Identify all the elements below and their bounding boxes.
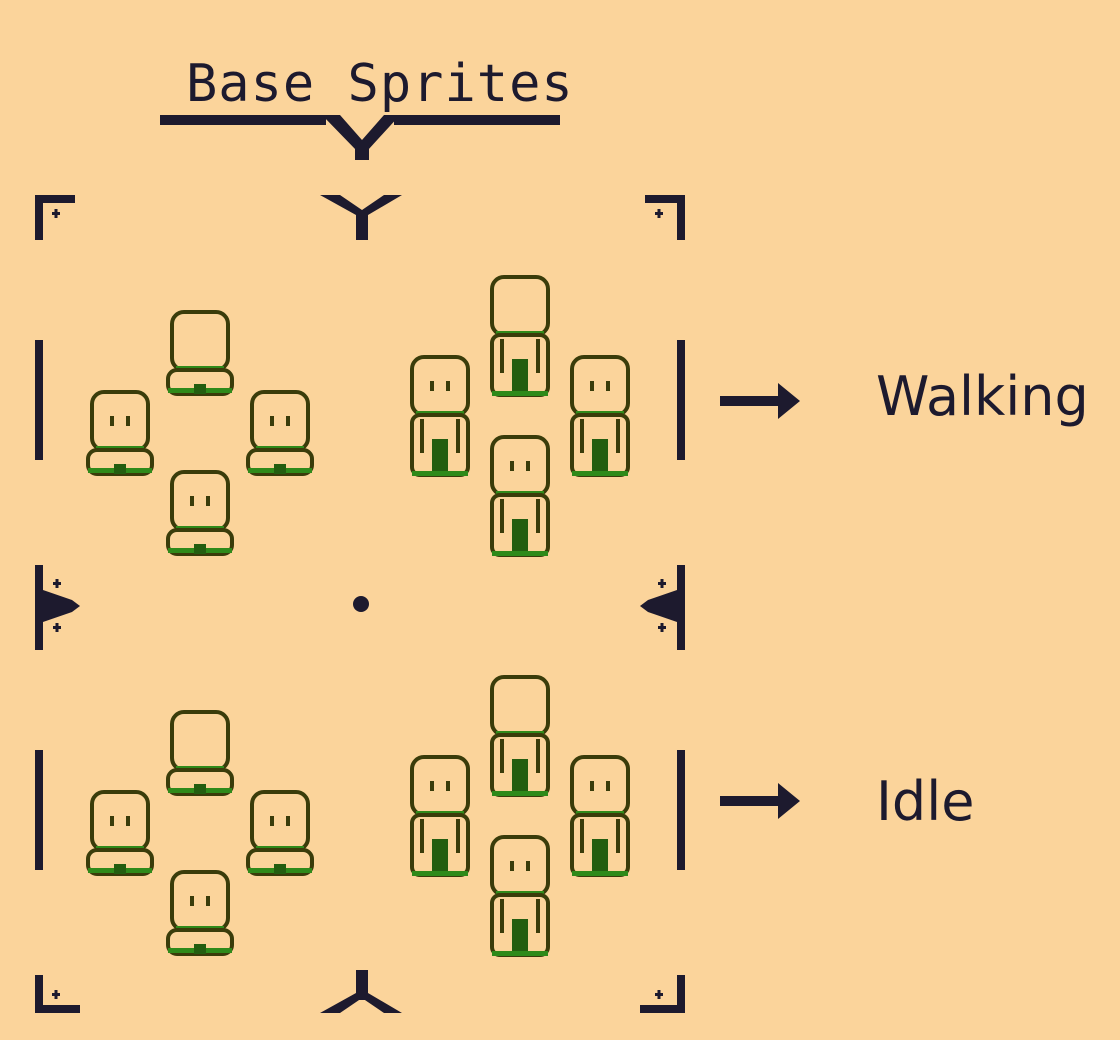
- sprite-layer: [86, 275, 630, 957]
- frame-mid-right-icon: [640, 565, 685, 650]
- row-bars: [35, 340, 685, 870]
- sprite-figure-icon: [490, 835, 550, 957]
- page-title: Base Sprites: [186, 54, 574, 114]
- sprite-figure-icon: [490, 675, 550, 797]
- sprite-figure-icon: [570, 755, 630, 877]
- frame-mid-left-icon: [35, 565, 80, 650]
- frame-corner-top-right-icon: [645, 195, 685, 240]
- sprite-figure-icon: [246, 390, 314, 476]
- sprite-figure-icon: [86, 790, 154, 876]
- sprite-figure-icon: [246, 790, 314, 876]
- frame-bottom-center-icon: [320, 970, 402, 1013]
- sprite-figure-icon: [166, 470, 234, 556]
- sprite-figure-icon: [490, 435, 550, 557]
- arrow-right-icon: [720, 383, 800, 419]
- frame-top-center-icon: [320, 195, 402, 240]
- frame-corner-bottom-right-icon: [640, 975, 685, 1013]
- sprite-figure-icon: [166, 870, 234, 956]
- row-label-idle: Idle: [876, 770, 975, 833]
- title-brace-icon: [160, 115, 560, 160]
- sprite-figure-icon: [86, 390, 154, 476]
- row-label-walking: Walking: [876, 365, 1089, 428]
- frame-corner-bottom-left-icon: [35, 975, 80, 1013]
- sprite-figure-icon: [410, 355, 470, 477]
- sprite-figure-icon: [166, 310, 234, 396]
- arrow-right-icon: [720, 783, 800, 819]
- sprite-figure-icon: [166, 710, 234, 796]
- center-dot-icon: [353, 596, 369, 612]
- frame-corner-top-left-icon: [35, 195, 75, 240]
- sprite-figure-icon: [490, 275, 550, 397]
- sprite-figure-icon: [570, 355, 630, 477]
- sprite-figure-icon: [410, 755, 470, 877]
